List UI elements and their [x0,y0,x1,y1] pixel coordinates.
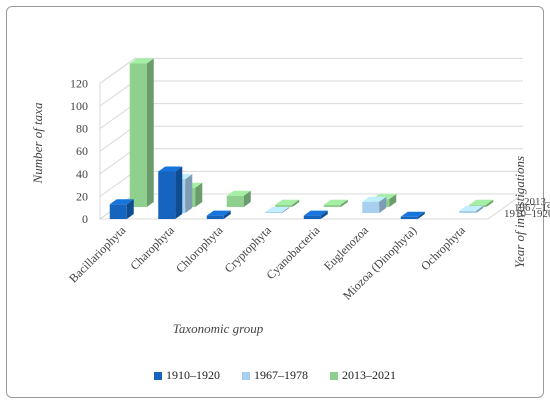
gridline [99,57,523,84]
bar [303,210,328,219]
bar-top [459,205,484,211]
gridline [99,125,523,152]
legend-label: 2013–2021 [342,368,396,382]
bar-front [129,63,147,207]
x-tick-label: Euglenozoa [321,223,371,273]
bar-front [459,210,477,213]
bar-side [476,205,484,213]
bar-side [223,210,231,219]
bar-top [129,58,154,64]
legend-swatch-2013 [330,371,338,380]
bar-side [292,199,300,207]
bar-front [265,211,283,213]
bar-top [275,199,300,205]
x-tick-label: Chlorophyta [173,223,226,276]
bar [265,206,290,213]
x-tick-label: Cryptophyta [222,223,275,276]
bar-top [206,210,231,216]
bar-front [362,201,380,213]
bar [226,190,251,207]
x-tick-labels: Bacillariophyta CharophytaChlorophytaCryp… [66,223,468,303]
z-tick-label: 2013–2021 [524,196,550,208]
bar-front [109,204,127,219]
bar-front [226,195,244,207]
legend: 1910–1920 1967–1978 2013–2021 [0,368,550,383]
legend-swatch-1967 [242,371,250,380]
z-tick-label: 1967–1978 [514,202,550,214]
bar-top [303,210,328,216]
bar-top [400,211,425,217]
y-tick-labels: 0 20 40 60 80 100 120 [70,76,88,226]
bar-side [195,182,203,207]
bar-side [146,58,154,207]
legend-item: 1910–1920 [154,368,220,383]
bar-top [226,190,251,196]
bar-side [175,166,183,219]
gridline [99,80,523,107]
bar-top [109,199,134,205]
bar [362,196,387,213]
y-tick-label: 40 [76,167,88,181]
bar [158,166,183,219]
legend-item: 1967–1978 [242,368,308,383]
bar-top [158,166,183,172]
x-tick-label: Bacillariophyta [66,223,129,286]
x-axis-label: Taxonomic group [173,321,264,336]
gridline [99,103,523,130]
bar [206,210,231,219]
bar [275,199,300,207]
bar-side [389,194,397,207]
legend-label: 1967–1978 [254,368,308,382]
bar-top [323,199,348,205]
bar-side [486,199,494,207]
y-tick-label: 20 [76,189,88,203]
bar [323,199,348,207]
legend-swatch-1910 [154,371,162,380]
y-tick-label: 80 [76,122,88,136]
bar-side [185,174,193,213]
bar [400,211,425,219]
bar-front [303,215,321,219]
bar-top [362,196,387,202]
y-axis-label: Number of taxa [30,102,45,184]
bars [109,58,494,219]
bar-side [320,210,328,219]
bar-front [275,204,293,207]
bar-top [265,206,290,212]
bar-side [126,199,134,219]
bar-top [469,199,494,205]
z-axis-label: Year of investigations [512,156,527,268]
bar [129,58,154,207]
legend-item: 2013–2021 [330,368,396,383]
bar-side [340,199,348,207]
legend-label: 1910–1920 [166,368,220,382]
bar-front [400,216,418,219]
bar-side [417,211,425,219]
bar-front [158,171,176,219]
y-tick-label: 120 [70,76,88,90]
bar-front [206,215,224,219]
x-tick-label: Charophyta [127,223,177,273]
y-tick-label: 60 [76,144,88,158]
bar [459,205,484,213]
chart-frame [6,6,544,398]
bar-side [243,190,251,207]
y-tick-label: 100 [70,99,88,113]
bar-front [323,204,341,207]
bar-side [379,196,387,213]
x-tick-label: Ochrophyta [418,223,468,273]
z-tick-label: 1910–1920 [504,208,550,220]
bar-side [282,206,290,213]
y-tick-label: 0 [82,212,88,226]
bar [109,199,134,219]
